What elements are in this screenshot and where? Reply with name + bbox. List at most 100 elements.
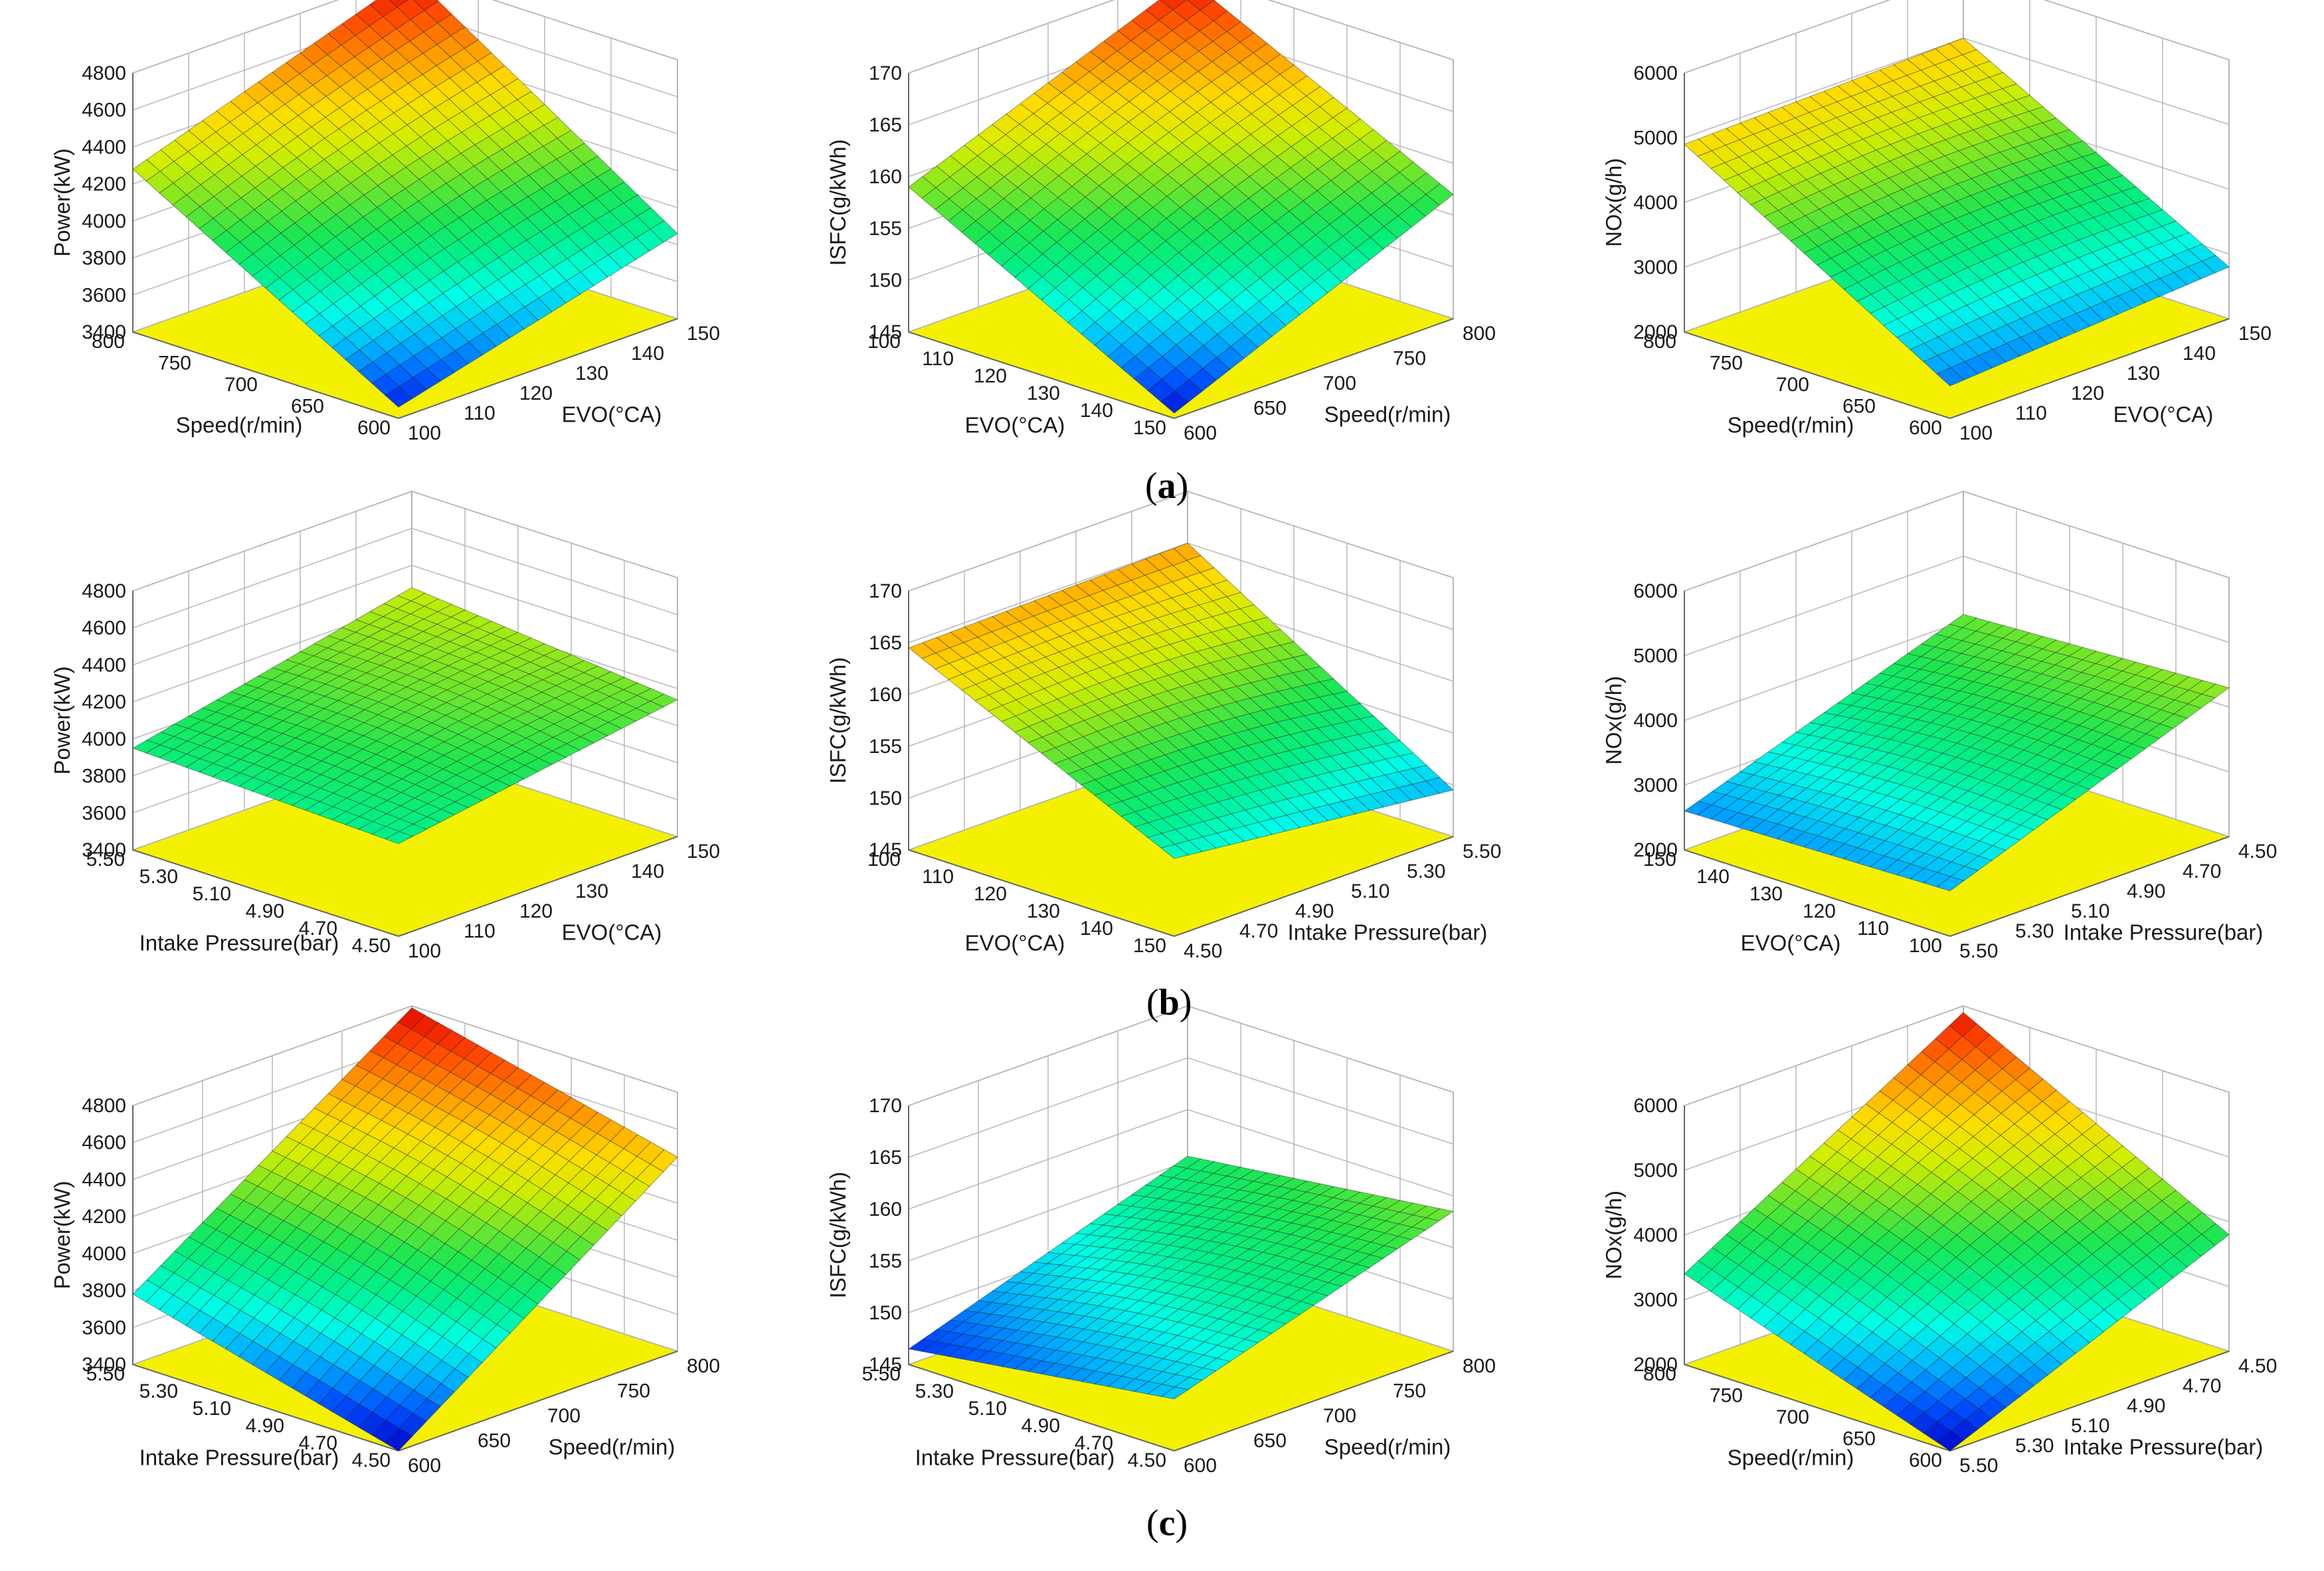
right-axis-tick: 110 [464, 402, 495, 424]
right-axis-tick: 150 [687, 323, 720, 345]
surface-mesh [908, 0, 1454, 414]
left-axis-label: Intake Pressure(bar) [915, 1446, 1115, 1470]
right-axis-label: Intake Pressure(bar) [2064, 920, 2264, 945]
right-axis-tick: 800 [1463, 1355, 1496, 1377]
left-axis-label: Intake Pressure(bar) [139, 931, 339, 955]
left-axis-tick: 120 [974, 883, 1007, 905]
right-axis-tick: 5.10 [2071, 1415, 2109, 1437]
z-tick-label: 6000 [1633, 580, 1678, 602]
z-tick-label: 160 [869, 166, 902, 188]
right-axis-tick: 750 [617, 1380, 650, 1402]
right-axis-tick: 5.50 [1959, 940, 1998, 962]
z-tick-label: 3600 [82, 802, 126, 824]
z-tick-label: 170 [869, 580, 902, 602]
z-tick-label: 5000 [1633, 1160, 1678, 1182]
left-axis-label: EVO(°CA) [965, 413, 1065, 438]
caption-c: (c) [1146, 1503, 1188, 1544]
left-axis-tick: 700 [1776, 1406, 1809, 1428]
left-axis-label: Speed(r/min) [176, 413, 303, 438]
left-axis-tick: 110 [1857, 918, 1889, 940]
left-axis-label: EVO(°CA) [1741, 931, 1841, 955]
left-axis-tick: 750 [1710, 1385, 1743, 1407]
right-axis-tick: 100 [408, 422, 441, 444]
left-axis-tick: 130 [1749, 883, 1783, 905]
z-tick-label: 170 [869, 62, 902, 84]
right-axis-tick: 110 [2015, 402, 2047, 424]
right-axis-tick: 130 [575, 363, 608, 384]
surface-cell [1936, 367, 1965, 386]
left-axis-label: Speed(r/min) [1728, 413, 1854, 438]
caption-a: (a) [1145, 465, 1189, 507]
right-axis-tick: 130 [575, 880, 608, 902]
right-axis-tick: 600 [408, 1455, 441, 1477]
z-tick-label: 3600 [82, 284, 126, 306]
z-tick-label: 150 [869, 270, 902, 291]
right-axis-tick: 650 [478, 1430, 511, 1452]
z-tick-label: 4000 [1633, 192, 1678, 214]
right-axis-tick: 150 [687, 841, 720, 863]
left-axis-tick: 650 [1842, 396, 1876, 418]
z-tick-label: 150 [869, 1302, 902, 1324]
left-axis-tick: 4.50 [1128, 1449, 1166, 1471]
left-axis-tick: 130 [1027, 382, 1060, 404]
left-axis-tick: 650 [291, 396, 324, 418]
right-axis-tick: 130 [2127, 363, 2160, 384]
surface-plot-1: 3400 3600 3800 4000 4200 4400 4600 4800 Power(kW… [50, 0, 720, 444]
left-axis-tick: 600 [357, 417, 391, 439]
left-axis-tick: 4.50 [352, 1449, 391, 1471]
right-axis-line [1949, 318, 2230, 419]
left-axis-tick: 5.50 [86, 1363, 125, 1385]
right-axis-tick: 140 [631, 343, 664, 365]
right-axis-label: Intake Pressure(bar) [1288, 920, 1488, 945]
right-axis-tick: 700 [1323, 1405, 1356, 1427]
right-axis-label: EVO(°CA) [562, 920, 662, 945]
right-axis-line [1174, 836, 1454, 937]
right-axis-tick: 600 [1184, 422, 1217, 444]
z-axis-label: ISFC(g/kWh) [826, 657, 850, 784]
left-axis-tick: 120 [974, 365, 1007, 387]
right-axis-label: Speed(r/min) [549, 1435, 675, 1459]
z-tick-label: 4600 [82, 618, 126, 639]
caption-b: (b) [1146, 982, 1192, 1023]
floor-plane [133, 750, 677, 936]
right-axis-tick: 5.50 [1463, 841, 1501, 863]
right-axis-tick: 800 [687, 1355, 720, 1377]
z-tick-label: 4800 [82, 62, 126, 84]
left-axis-tick: 5.10 [193, 883, 231, 905]
z-tick-label: 3000 [1633, 1289, 1678, 1311]
right-axis-label: Speed(r/min) [1324, 1435, 1451, 1459]
z-tick-label: 160 [869, 684, 902, 706]
left-axis-label: Speed(r/min) [1728, 1446, 1854, 1470]
z-tick-label: 165 [869, 1147, 902, 1169]
surface-cell [385, 386, 413, 408]
surface-plot-3: 2000 3000 4000 5000 6000 NOx(g/h) 800 750 700 650… [1601, 0, 2272, 444]
left-axis-tick: 4.90 [246, 1415, 284, 1437]
left-axis-tick: 110 [922, 348, 954, 370]
right-axis-tick: 650 [1253, 1430, 1287, 1452]
z-axis-label: ISFC(g/kWh) [826, 1172, 850, 1299]
surface-plot-6: 20003000400050006000NOx(g/h)150140130120… [1601, 490, 2277, 962]
left-axis-tick: 100 [1909, 935, 1942, 957]
left-axis-tick: 800 [1643, 1363, 1676, 1385]
right-axis-tick: 600 [1184, 1455, 1217, 1477]
z-tick-label: 4000 [1633, 710, 1678, 732]
z-tick-label: 155 [869, 736, 902, 758]
left-axis-line [132, 331, 399, 419]
right-axis-tick: 110 [464, 920, 495, 942]
surface-mesh [1684, 38, 2230, 386]
left-axis-tick: 140 [1080, 400, 1113, 422]
right-axis-tick: 5.30 [1407, 861, 1445, 882]
left-axis-tick: 4.90 [1022, 1415, 1060, 1437]
right-axis-label: Intake Pressure(bar) [2064, 1435, 2264, 1459]
left-axis-tick: 800 [92, 331, 125, 353]
right-axis-tick: 140 [2183, 343, 2216, 365]
right-axis-tick: 4.50 [1184, 940, 1222, 962]
surface-plot-9: 20003000400050006000NOx(g/h)800750700650… [1601, 1005, 2277, 1477]
right-axis-line [398, 318, 678, 419]
right-axis-tick: 120 [519, 900, 553, 922]
z-tick-label: 165 [869, 632, 902, 654]
left-axis-tick: 140 [1696, 866, 1730, 888]
right-axis-tick: 150 [2238, 323, 2272, 345]
left-axis-tick: 5.10 [193, 1398, 231, 1420]
